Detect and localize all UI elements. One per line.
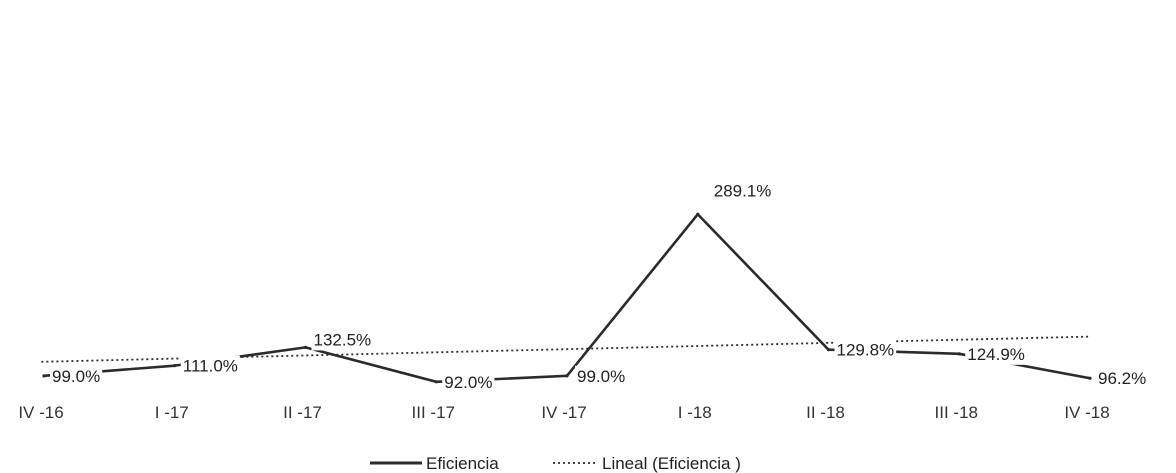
eficiencia-point-9 — [1088, 376, 1092, 380]
legend-label-lineal: Lineal (Eficiencia ) — [602, 454, 741, 473]
x-tick-label-2: I -17 — [155, 403, 189, 422]
data-label-5: 99.0% — [577, 367, 625, 386]
eficiencia-segment-6 — [696, 212, 830, 351]
data-label-8: 124.9% — [967, 345, 1025, 364]
data-label-bg-1 — [50, 365, 103, 387]
data-label-bg-2 — [180, 355, 240, 377]
x-tick-label-1: IV -16 — [18, 403, 63, 422]
data-label-4: 92.0% — [444, 373, 492, 392]
data-label-7: 129.8% — [837, 341, 895, 360]
eficiencia-point-7 — [826, 348, 831, 352]
eficiencia-point-4 — [434, 380, 438, 384]
data-label-bg-7 — [834, 339, 897, 361]
eficiencia-point-2 — [173, 364, 177, 368]
legend: Eficiencia Lineal (Eficiencia ) — [370, 454, 741, 473]
data-label-bg-4 — [442, 371, 495, 393]
data-label-3: 132.5% — [314, 330, 372, 349]
legend-label-eficiencia: Eficiencia — [426, 454, 499, 473]
x-tick-label-7: II -18 — [806, 403, 845, 422]
x-tick-label-4: III -17 — [412, 403, 455, 422]
x-tick-label-3: II -17 — [283, 403, 322, 422]
x-axis-tick-labels: IV -16 I -17 II -17 III -17 IV -17 I -18 II -1… — [18, 403, 1109, 422]
eficiencia-point-6 — [696, 212, 700, 216]
eficiencia-segment-5 — [565, 212, 700, 378]
data-label-1: 99.0% — [52, 367, 100, 386]
data-label-bg-3 — [311, 329, 374, 351]
eficiencia-point-1 — [42, 374, 46, 378]
x-tick-label-9: IV -18 — [1064, 403, 1109, 422]
data-label-bg-9 — [1096, 368, 1149, 390]
data-label-6: 289.1% — [714, 181, 772, 200]
data-label-bg-5 — [575, 365, 628, 387]
x-tick-label-5: IV -17 — [541, 403, 586, 422]
data-label-2: 111.0% — [183, 357, 238, 376]
x-tick-label-8: III -18 — [935, 403, 978, 422]
eficiencia-point-3 — [303, 345, 308, 349]
data-label-9: 96.2% — [1098, 369, 1146, 388]
data-label-bg-6 — [711, 180, 774, 202]
eficiencia-segment-3 — [304, 346, 438, 384]
data-label-bg-8 — [965, 343, 1027, 365]
eficiencia-point-5 — [565, 374, 569, 378]
data-labels-layer: 99.0% 111.0% 132.5% 92.0% 99.0% 289.1% 129.8% 1… — [50, 180, 1149, 393]
eficiencia-point-8 — [957, 352, 961, 356]
x-tick-label-6: I -18 — [678, 403, 712, 422]
